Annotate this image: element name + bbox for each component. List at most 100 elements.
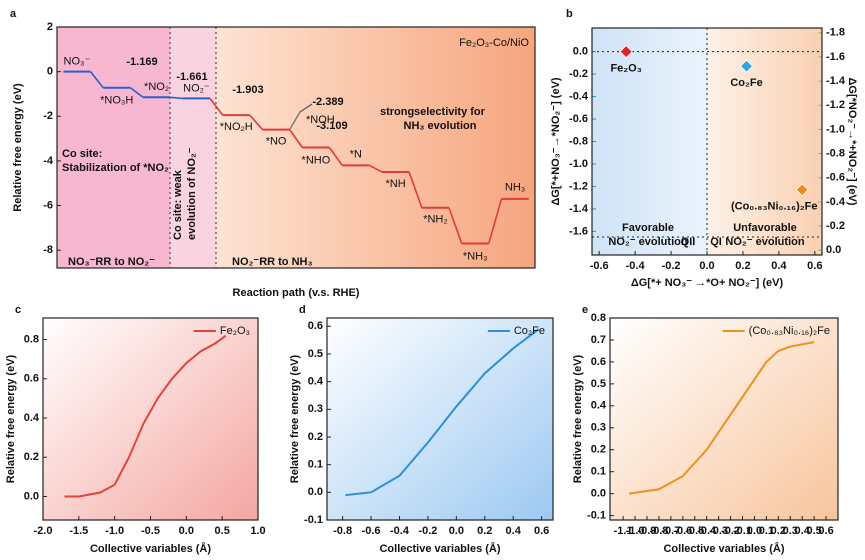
y2-tick-label: -1.6	[826, 51, 845, 63]
region-bg	[170, 27, 216, 268]
plot-bg	[610, 318, 838, 520]
panel-letter: b	[566, 8, 573, 20]
x-tick-label: 0.4	[771, 260, 787, 272]
x-tick-label: -0.5	[685, 525, 704, 537]
x-axis-label: Collective variables (Å)	[379, 542, 500, 555]
y-tick-label: -0.1	[587, 510, 606, 522]
step-label: *NH₃	[463, 250, 488, 262]
annotation: selectivity for	[414, 106, 486, 118]
y-axis-label: Relative free energy (eV)	[572, 354, 584, 483]
legend-label: Fe₂O₃	[220, 325, 250, 337]
x-tick-label: -2.0	[34, 525, 53, 537]
step-label: *NH₂	[423, 214, 447, 226]
region-bg	[216, 27, 535, 268]
x-tick-label: 0.4	[795, 525, 811, 537]
x-tick-label: -0.4	[390, 525, 410, 537]
x-tick-label: -0.6	[590, 260, 609, 272]
point-label: Fe₂O₃	[610, 63, 641, 75]
y-tick-label: -6	[43, 199, 53, 211]
annotation: Favorable	[622, 222, 674, 234]
y-tick-label: 0.2	[24, 451, 39, 463]
x-tick-label: 0.6	[807, 260, 822, 272]
line	[64, 334, 227, 498]
panel-letter: a	[10, 8, 17, 20]
annotation: weak	[172, 169, 184, 198]
y-tick-label: 0.4	[591, 400, 607, 412]
x-tick-label: 0.0	[699, 260, 714, 272]
y-tick-label: 0.0	[591, 488, 606, 500]
step-label: *N	[350, 148, 362, 160]
x-tick-label: 0.6	[534, 525, 549, 537]
x-tick-label: 0.0	[179, 525, 194, 537]
y-tick-label: -0.4	[569, 90, 589, 102]
x-tick-label: 0.5	[215, 525, 230, 537]
y-tick-label: 0.1	[308, 459, 323, 471]
point	[795, 183, 809, 197]
line	[628, 341, 815, 495]
y-tick-label: 0.0	[308, 486, 323, 498]
y2-tick-label: -0.2	[826, 220, 845, 232]
y-tick-label: 0.5	[308, 348, 323, 360]
y-tick-label: 0.4	[308, 376, 324, 388]
x-tick-label: -0.7	[661, 525, 680, 537]
x-tick-label: -1.5	[69, 525, 88, 537]
y-tick-label: 0.0	[573, 46, 588, 58]
y-tick-label: 0.6	[591, 356, 606, 368]
annotation: NO₂⁻ evolution	[608, 236, 687, 248]
connector	[488, 198, 503, 244]
point-label: Co₂Fe	[730, 77, 762, 89]
step-label: *NO	[266, 136, 287, 148]
y-tick-label: 0.7	[591, 334, 606, 346]
y-tick-label: 0	[47, 66, 53, 78]
annotation: NO₂⁻RR to NH₃	[232, 256, 313, 268]
y-axis-label: Relative free energy (eV)	[12, 83, 24, 212]
legend-label: (Co₀.₈₃Ni₀.₁₆)₂Fe	[749, 325, 830, 337]
y-tick-label: -1.6	[569, 225, 588, 237]
x-tick-label: -0.2	[418, 525, 437, 537]
point-label: (Co₀.₈₃Ni₀.₁₆)₂Fe	[731, 201, 818, 213]
x-tick-label: -0.1	[733, 525, 752, 537]
x-tick-label: 0.1	[759, 525, 774, 537]
x-tick-label: -1.0	[626, 525, 645, 537]
annotation: NH₃ evolution	[404, 120, 477, 132]
annotation: *NOH	[306, 114, 335, 126]
y-tick-label: 0.2	[591, 444, 606, 456]
y-tick-label: 0.3	[308, 403, 323, 415]
y2-tick-label: -0.8	[826, 147, 845, 159]
y-tick-label: -0.8	[569, 135, 588, 147]
connector	[89, 71, 104, 89]
x-tick-label: 1.0	[250, 525, 265, 537]
y2-tick-label: -0.6	[826, 172, 845, 184]
y2-tick-label: -1.0	[826, 123, 845, 135]
panel-letter: d	[299, 304, 306, 316]
x-tick-label: -0.5	[141, 525, 160, 537]
annotation: Unfavorable	[733, 222, 797, 234]
y-tick-label: 0.1	[591, 466, 606, 478]
x-tick-label: -0.8	[649, 525, 668, 537]
energy-label: -3.109	[316, 120, 347, 132]
connector	[408, 171, 423, 209]
x-axis-label: Collective variables (Å)	[90, 542, 211, 555]
x-tick-label: -0.4	[697, 525, 717, 537]
connector	[288, 129, 304, 148]
x-tick-label: 0.2	[735, 260, 750, 272]
region-bg	[707, 28, 822, 255]
y-tick-label: 0.2	[308, 431, 323, 443]
connector	[448, 207, 463, 244]
y2-tick-label: 0.0	[826, 244, 841, 256]
x-tick-label: 0.2	[771, 525, 786, 537]
x-tick-label: 0.5	[806, 525, 821, 537]
connector	[368, 164, 383, 173]
annotation: Co site:	[62, 148, 102, 160]
line	[345, 328, 540, 497]
y-tick-label: -0.1	[304, 514, 323, 526]
y-tick-label: 2	[47, 21, 53, 33]
point	[619, 45, 633, 59]
annotation: QI	[710, 236, 722, 248]
plot-frame	[609, 317, 839, 521]
plot-frame	[326, 317, 554, 521]
energy-label: -1.661	[176, 71, 207, 83]
x-axis-label: Collective variables (Å)	[663, 542, 784, 555]
x-tick-label: 0.2	[477, 525, 492, 537]
x-tick-label: -0.8	[333, 525, 352, 537]
